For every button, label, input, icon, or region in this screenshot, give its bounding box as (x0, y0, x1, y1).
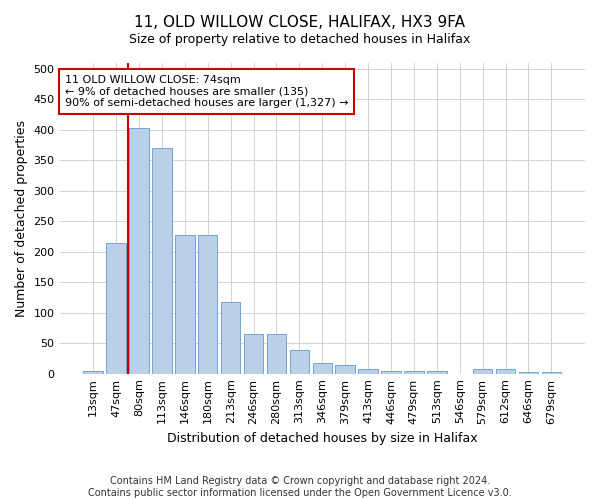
Bar (83, 371, 103, 374)
Bar (244, 334, 263, 374)
Bar (129, 128, 149, 374)
Text: 11 OLD WILLOW CLOSE: 74sqm
← 9% of detached houses are smaller (135)
90% of semi: 11 OLD WILLOW CLOSE: 74sqm ← 9% of detac… (65, 75, 348, 108)
Bar (358, 370, 378, 374)
Bar (152, 148, 172, 374)
X-axis label: Distribution of detached houses by size in Halifax: Distribution of detached houses by size … (167, 432, 478, 445)
Bar (427, 370, 446, 374)
Text: Size of property relative to detached houses in Halifax: Size of property relative to detached ho… (130, 32, 470, 46)
Bar (106, 243, 126, 374)
Bar (221, 302, 241, 374)
Bar (175, 234, 194, 374)
Bar (381, 370, 401, 374)
Bar (519, 372, 538, 374)
Text: Contains HM Land Registry data © Crown copyright and database right 2024.
Contai: Contains HM Land Registry data © Crown c… (88, 476, 512, 498)
Bar (404, 370, 424, 374)
Bar (290, 350, 309, 374)
Bar (267, 334, 286, 374)
Bar (313, 364, 332, 374)
Y-axis label: Number of detached properties: Number of detached properties (15, 120, 28, 316)
Bar (198, 234, 217, 374)
Bar (473, 369, 493, 374)
Bar (542, 372, 561, 374)
Bar (335, 365, 355, 374)
Bar (496, 369, 515, 374)
Text: 11, OLD WILLOW CLOSE, HALIFAX, HX3 9FA: 11, OLD WILLOW CLOSE, HALIFAX, HX3 9FA (134, 15, 466, 30)
